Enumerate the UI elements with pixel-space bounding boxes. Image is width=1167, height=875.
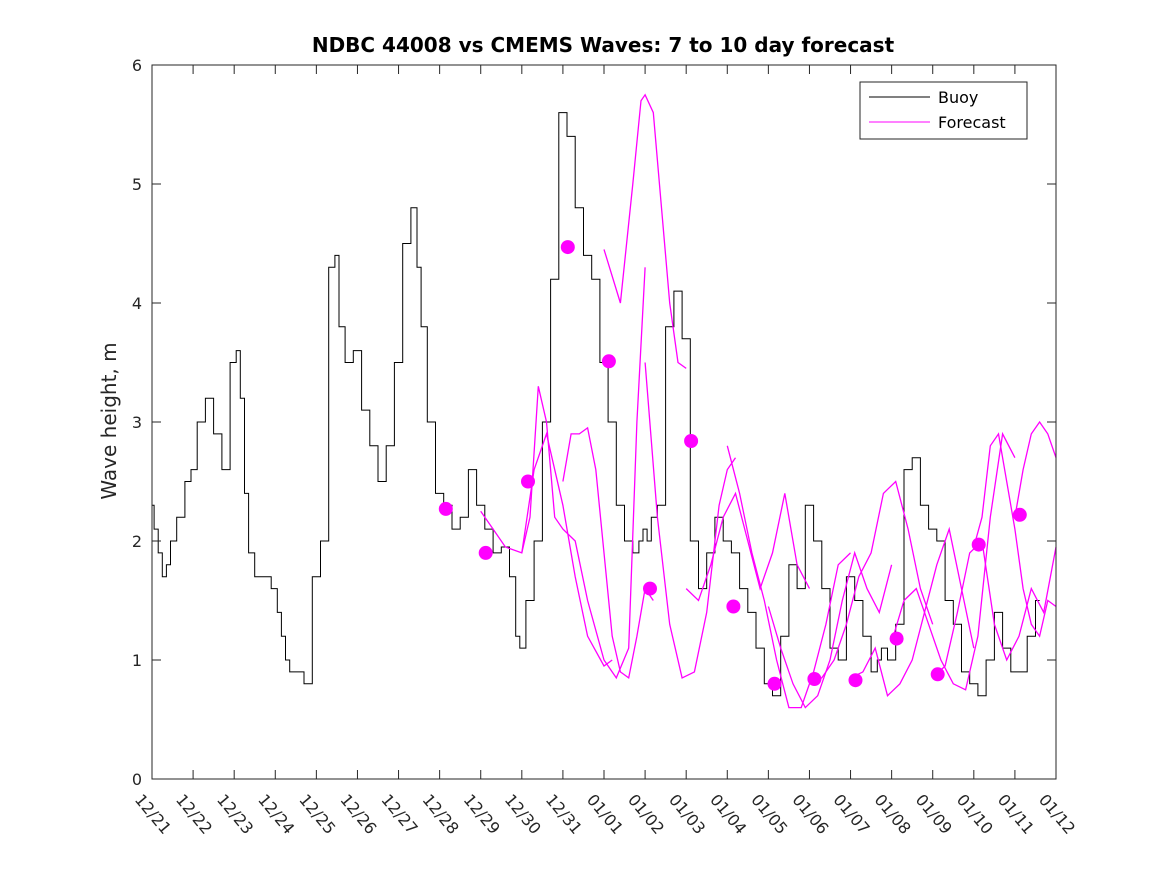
forecast-marker-1 <box>438 501 453 516</box>
forecast-marker-12 <box>889 631 904 646</box>
forecast-marker-13 <box>930 667 945 682</box>
y-axis-label: Wave height, m <box>97 342 121 499</box>
forecast-series-line-12 <box>932 539 1057 679</box>
y-tick-label-4: 4 <box>132 294 142 313</box>
y-tick-label-1: 1 <box>132 651 142 670</box>
forecast-series-line-14 <box>1014 420 1057 518</box>
forecast-marker-15 <box>1012 507 1027 522</box>
forecast-series-line-5 <box>644 362 737 679</box>
forecast-series-line-13 <box>973 432 1057 638</box>
forecast-marker-10 <box>807 672 822 686</box>
forecast-marker-9 <box>767 676 782 691</box>
forecast-series-line-10 <box>850 526 975 697</box>
forecast-series-line-3 <box>562 426 654 680</box>
chart-title: NDBC 44008 vs CMEMS Waves: 7 to 10 day f… <box>312 33 895 57</box>
forecast-marker-7 <box>684 434 699 448</box>
forecast-series-line-2 <box>521 267 646 680</box>
legend: Buoy Forecast <box>859 81 1028 140</box>
axes-background <box>152 65 1056 779</box>
forecast-marker-5 <box>601 354 616 369</box>
forecast-series-line-4 <box>603 93 687 369</box>
forecast-marker-3 <box>521 474 535 489</box>
legend-box <box>859 81 1028 140</box>
forecast-marker-14 <box>971 537 986 552</box>
forecast-marker-8 <box>726 599 741 614</box>
forecast-marker-4 <box>560 240 575 255</box>
forecast-series-line-1 <box>480 431 613 667</box>
forecast-marker-6 <box>643 581 657 596</box>
y-tick-label-5: 5 <box>132 175 142 194</box>
y-tick-label-3: 3 <box>132 413 142 432</box>
forecast-series-line-11 <box>890 431 1016 691</box>
y-tick-label-2: 2 <box>132 532 142 551</box>
forecast-series-line-8 <box>767 550 893 709</box>
legend-buoy-label: Buoy <box>938 88 978 107</box>
forecast-marker-2 <box>478 545 493 560</box>
forecast-series-line-9 <box>809 480 934 685</box>
forecast-series-line-6 <box>685 491 811 602</box>
y-tick-label-0: 0 <box>132 770 142 789</box>
forecast-marker-11 <box>848 673 863 688</box>
forecast-series-line-7 <box>726 445 851 709</box>
buoy-series-line <box>152 112 1040 697</box>
plot-area: 012345612/2112/2212/2312/2412/2512/2612/… <box>131 56 1079 838</box>
legend-forecast-label: Forecast <box>938 113 1006 132</box>
y-tick-label-6: 6 <box>132 56 142 75</box>
